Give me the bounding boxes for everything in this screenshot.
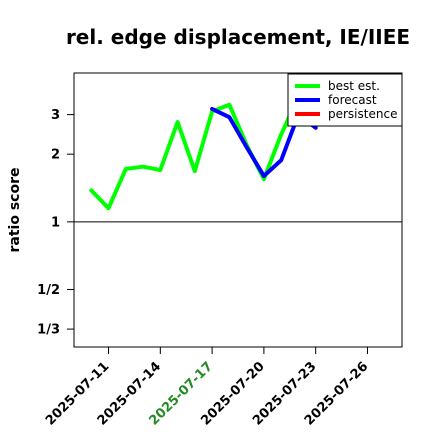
chart-title: rel. edge displacement, IE/IIEE (66, 25, 410, 49)
plot-frame (73, 72, 403, 348)
y-tick-label-3: 2 (51, 148, 60, 163)
legend-label-0: best est. (328, 79, 380, 93)
y-tick-label-4: 3 (51, 108, 60, 123)
series-line-0 (89, 94, 301, 211)
y-tick-label-0: 1/3 (37, 323, 60, 338)
y-axis-label: ratio score (7, 168, 23, 253)
y-tick-label-2: 1 (51, 215, 60, 230)
legend-label-1: forecast (328, 93, 377, 107)
legend-label-2: persistence (328, 107, 397, 121)
y-tick-label-1: 1/2 (37, 283, 60, 298)
